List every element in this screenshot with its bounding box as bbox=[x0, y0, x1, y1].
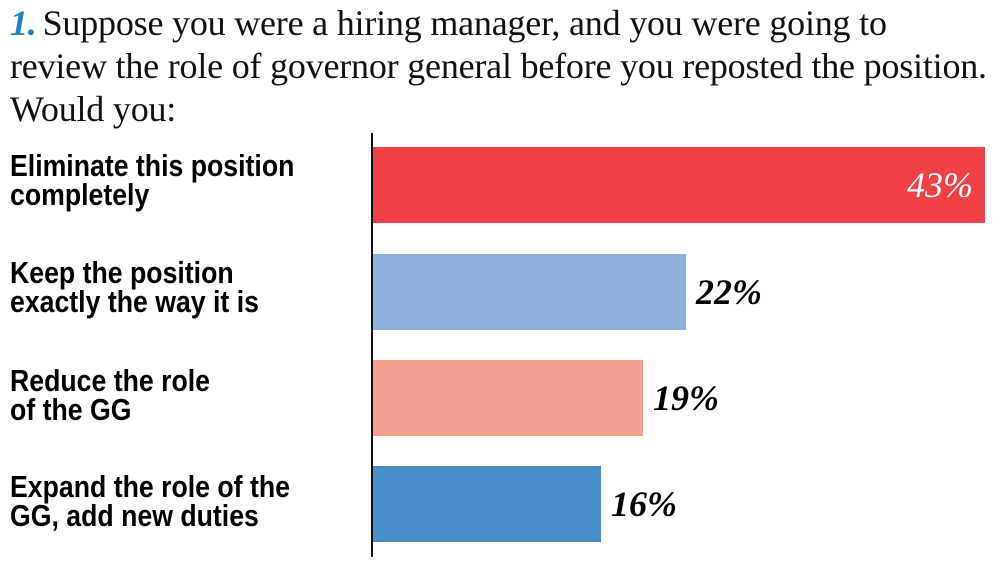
category-label-line1: Keep the position bbox=[10, 255, 234, 290]
y-axis-line bbox=[371, 133, 373, 557]
category-label-line2: of the GG bbox=[10, 392, 132, 427]
question-text: Suppose you were a hiring manager, and y… bbox=[10, 3, 987, 129]
category-label: Eliminate this position completely bbox=[10, 148, 320, 212]
category-label-line2: exactly the way it is bbox=[10, 284, 259, 319]
category-label-line1: Eliminate this position bbox=[10, 148, 295, 183]
bar bbox=[373, 147, 985, 223]
bar bbox=[373, 254, 686, 330]
value-label: 22% bbox=[696, 272, 762, 312]
question-number: 1. bbox=[10, 3, 37, 43]
bar bbox=[373, 466, 601, 542]
category-label-line1: Expand the role of the bbox=[10, 469, 290, 504]
category-label-line1: Reduce the role bbox=[10, 363, 211, 398]
category-label: Keep the position exactly the way it is bbox=[10, 255, 320, 319]
value-label: 19% bbox=[653, 378, 719, 418]
category-label: Expand the role of the GG, add new duties bbox=[10, 469, 320, 533]
question-title: 1. Suppose you were a hiring manager, and… bbox=[10, 2, 990, 131]
category-label: Reduce the role of the GG bbox=[10, 363, 320, 427]
value-label: 16% bbox=[611, 484, 677, 524]
value-label: 43% bbox=[907, 165, 973, 205]
category-label-line2: GG, add new duties bbox=[10, 498, 259, 533]
bar bbox=[373, 360, 643, 436]
category-label-line2: completely bbox=[10, 177, 150, 212]
